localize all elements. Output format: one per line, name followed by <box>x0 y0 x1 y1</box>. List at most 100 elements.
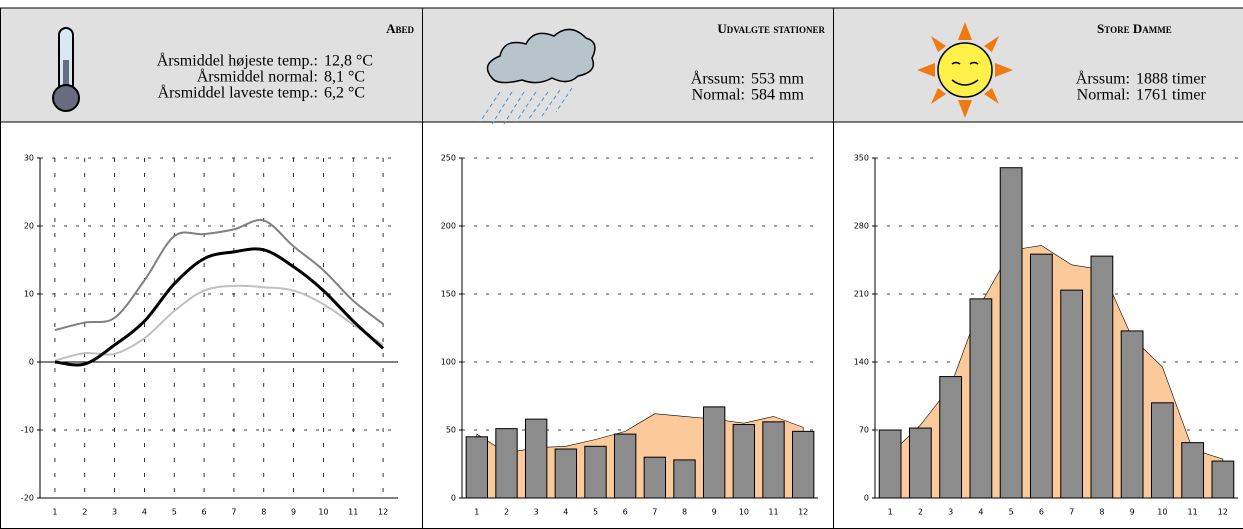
x-tick-label: 12 <box>798 508 808 517</box>
bar <box>792 431 813 498</box>
x-tick-label: 2 <box>918 508 923 517</box>
bar <box>879 430 901 498</box>
line-series <box>55 249 383 365</box>
x-tick-label: 8 <box>261 508 266 517</box>
y-tick-label: 100 <box>441 358 456 367</box>
x-tick-label: 7 <box>231 508 236 517</box>
bar <box>614 434 635 498</box>
stat-value: 553 mm <box>751 71 804 88</box>
bar <box>466 437 487 498</box>
bar <box>1091 256 1113 498</box>
panel-title: Udvalgte stationer <box>717 21 825 36</box>
sun-icon <box>917 22 1013 118</box>
x-tick-label: 9 <box>712 508 717 517</box>
bar <box>940 377 962 498</box>
x-tick-label: 11 <box>1188 508 1198 517</box>
x-tick-label: 1 <box>52 508 57 517</box>
y-tick-label: -20 <box>21 494 34 503</box>
x-tick-label: 3 <box>112 508 117 517</box>
bar <box>1030 254 1052 498</box>
panel-title: Abed <box>386 21 414 36</box>
y-tick-label: 250 <box>441 154 456 163</box>
bar <box>555 449 576 498</box>
stat-label: Årsmiddel laveste temp.: <box>158 84 318 102</box>
x-tick-label: 1 <box>888 508 893 517</box>
bar <box>1212 461 1234 498</box>
bar <box>763 422 784 498</box>
y-tick-label: 0 <box>29 358 34 367</box>
y-tick-label: 0 <box>864 494 869 503</box>
x-tick-label: 7 <box>652 508 657 517</box>
stat-label: Årssum: <box>691 70 745 88</box>
x-tick-label: 5 <box>593 508 598 517</box>
x-tick-label: 3 <box>534 508 539 517</box>
x-tick-label: 2 <box>504 508 509 517</box>
bar <box>703 407 724 498</box>
bar <box>909 428 931 498</box>
y-tick-label: 200 <box>441 222 456 231</box>
bar <box>525 419 546 498</box>
x-tick-label: 3 <box>948 508 953 517</box>
x-tick-label: 10 <box>739 508 749 517</box>
bar <box>1000 168 1022 498</box>
stat-value: 1888 timer <box>1136 71 1206 88</box>
bar <box>496 429 517 498</box>
bar <box>644 457 665 498</box>
y-tick-label: 140 <box>854 358 869 367</box>
x-tick-label: 10 <box>1157 508 1167 517</box>
x-tick-label: 12 <box>1218 508 1228 517</box>
y-tick-label: 20 <box>24 222 34 231</box>
x-tick-label: 11 <box>768 508 778 517</box>
y-tick-label: 150 <box>441 290 456 299</box>
y-tick-label: 280 <box>854 222 869 231</box>
y-tick-label: 210 <box>854 290 869 299</box>
page: Abed Årsmiddel højeste temp.: 12,8 °C Årsmi… <box>0 0 1243 529</box>
y-tick-label: 10 <box>24 290 34 299</box>
bar <box>585 446 606 498</box>
x-tick-label: 8 <box>682 508 687 517</box>
x-tick-label: 4 <box>142 508 147 517</box>
x-tick-label: 6 <box>623 508 628 517</box>
y-tick-label: 0 <box>451 494 456 503</box>
x-tick-label: 2 <box>82 508 87 517</box>
y-tick-label: 350 <box>854 154 869 163</box>
x-tick-label: 12 <box>378 508 388 517</box>
line-series <box>55 286 383 361</box>
dashboard: Abed Årsmiddel højeste temp.: 12,8 °C Årsmi… <box>0 0 1243 529</box>
panel-title: Store Damme <box>1097 21 1172 36</box>
x-tick-label: 4 <box>978 508 983 517</box>
y-tick-label: -10 <box>21 426 34 435</box>
bar <box>1151 403 1173 498</box>
bar <box>970 299 992 498</box>
stat-label: Årsmiddel normal: <box>197 68 318 86</box>
bar <box>733 425 754 498</box>
bar <box>1061 290 1083 498</box>
bar <box>1182 443 1204 498</box>
stat-value: 12,8 °C <box>324 53 373 70</box>
bar <box>1121 331 1143 498</box>
stat-value: 1761 timer <box>1136 87 1206 104</box>
x-tick-label: 7 <box>1069 508 1074 517</box>
x-tick-label: 9 <box>291 508 296 517</box>
stat-label: Årsmiddel højeste temp.: <box>157 52 318 70</box>
stat-value: 8,1 °C <box>324 69 365 86</box>
x-tick-label: 8 <box>1099 508 1104 517</box>
x-tick-label: 11 <box>348 508 358 517</box>
x-tick-label: 6 <box>202 508 207 517</box>
stat-label: Normal: <box>692 87 745 104</box>
x-tick-label: 10 <box>318 508 328 517</box>
stat-label: Årssum: <box>1076 70 1130 88</box>
x-tick-label: 4 <box>563 508 568 517</box>
y-tick-label: 70 <box>859 426 869 435</box>
x-tick-label: 6 <box>1039 508 1044 517</box>
x-tick-label: 9 <box>1130 508 1135 517</box>
x-tick-label: 5 <box>1009 508 1014 517</box>
x-tick-label: 1 <box>474 508 479 517</box>
bar <box>674 460 695 498</box>
y-tick-label: 50 <box>446 426 456 435</box>
stat-value: 584 mm <box>751 87 804 104</box>
stat-value: 6,2 °C <box>324 85 365 102</box>
stat-label: Normal: <box>1077 87 1130 104</box>
x-tick-label: 5 <box>172 508 177 517</box>
y-tick-label: 30 <box>24 154 34 163</box>
